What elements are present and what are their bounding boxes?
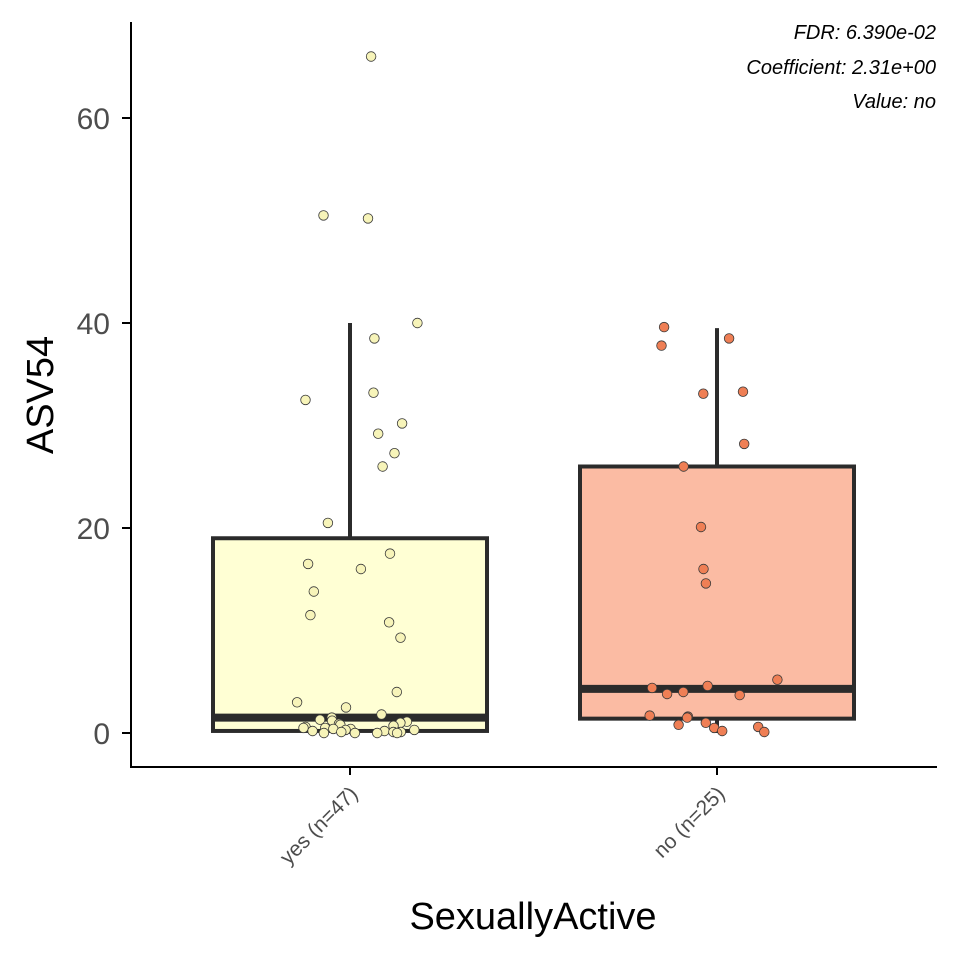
data-point bbox=[772, 674, 783, 685]
data-point bbox=[372, 727, 383, 739]
data-point bbox=[318, 727, 330, 739]
data-point bbox=[698, 388, 709, 399]
y-tick-label: 60 bbox=[77, 103, 110, 136]
points-layer bbox=[291, 51, 783, 739]
y-axis-title: ASV54 bbox=[20, 336, 62, 454]
data-point bbox=[369, 333, 380, 344]
data-point bbox=[389, 448, 400, 459]
data-point bbox=[700, 578, 712, 589]
data-point bbox=[673, 719, 684, 731]
data-point bbox=[644, 710, 655, 721]
data-point bbox=[377, 461, 388, 472]
data-point bbox=[412, 317, 423, 329]
data-point bbox=[700, 717, 712, 729]
box-yes bbox=[211, 536, 489, 733]
data-point bbox=[739, 438, 750, 450]
data-point bbox=[702, 680, 713, 692]
x-tick-label: no (n=25) bbox=[649, 782, 729, 862]
x-tick-label: yes (n=47) bbox=[276, 782, 363, 869]
data-point bbox=[291, 697, 303, 708]
box-no bbox=[578, 464, 856, 721]
data-point bbox=[678, 686, 689, 698]
annotation-coefficient: Coefficient: 2.31e+00 bbox=[746, 57, 936, 79]
data-point bbox=[759, 726, 770, 738]
data-point bbox=[300, 394, 311, 406]
data-point bbox=[698, 563, 709, 575]
data-point bbox=[318, 210, 329, 221]
data-point bbox=[658, 321, 670, 333]
data-point bbox=[308, 586, 320, 597]
y-tick-label: 40 bbox=[77, 308, 110, 341]
annotation-value: Value: no bbox=[852, 91, 936, 113]
data-point bbox=[737, 386, 749, 397]
axes-layer bbox=[130, 22, 937, 768]
data-point bbox=[384, 548, 396, 559]
data-point bbox=[349, 727, 361, 739]
data-point bbox=[682, 712, 693, 723]
data-point bbox=[368, 387, 379, 398]
data-point bbox=[362, 213, 374, 224]
data-point bbox=[298, 722, 309, 734]
data-point bbox=[336, 726, 347, 738]
data-point bbox=[365, 51, 377, 62]
x-ticks-layer: yes (n=47) no (n=25) bbox=[276, 767, 730, 869]
data-point bbox=[302, 558, 314, 570]
y-ticks-layer: 0 20 40 60 bbox=[77, 103, 131, 751]
data-point bbox=[305, 609, 316, 621]
data-point bbox=[409, 724, 420, 736]
data-point bbox=[314, 714, 326, 725]
data-point bbox=[646, 682, 658, 694]
data-point bbox=[678, 461, 689, 472]
data-point bbox=[656, 340, 667, 351]
data-point bbox=[395, 632, 406, 643]
data-point bbox=[396, 418, 408, 429]
data-point bbox=[391, 686, 403, 698]
data-point bbox=[355, 563, 367, 575]
data-point bbox=[391, 727, 403, 739]
data-point bbox=[661, 688, 673, 700]
data-point bbox=[307, 725, 318, 737]
data-point bbox=[695, 521, 707, 533]
y-tick-label: 20 bbox=[77, 513, 110, 546]
y-tick-label: 0 bbox=[93, 718, 110, 751]
data-point bbox=[376, 709, 387, 720]
x-axis-title: SexuallyActive bbox=[409, 896, 656, 938]
data-point bbox=[734, 689, 745, 701]
data-point bbox=[340, 702, 352, 713]
data-point bbox=[373, 428, 384, 439]
data-point bbox=[723, 333, 735, 344]
data-point bbox=[717, 725, 728, 737]
boxes-layer bbox=[211, 323, 856, 733]
data-point bbox=[383, 617, 395, 628]
annotation-fdr: FDR: 6.390e-02 bbox=[794, 22, 936, 44]
data-point bbox=[322, 517, 334, 529]
